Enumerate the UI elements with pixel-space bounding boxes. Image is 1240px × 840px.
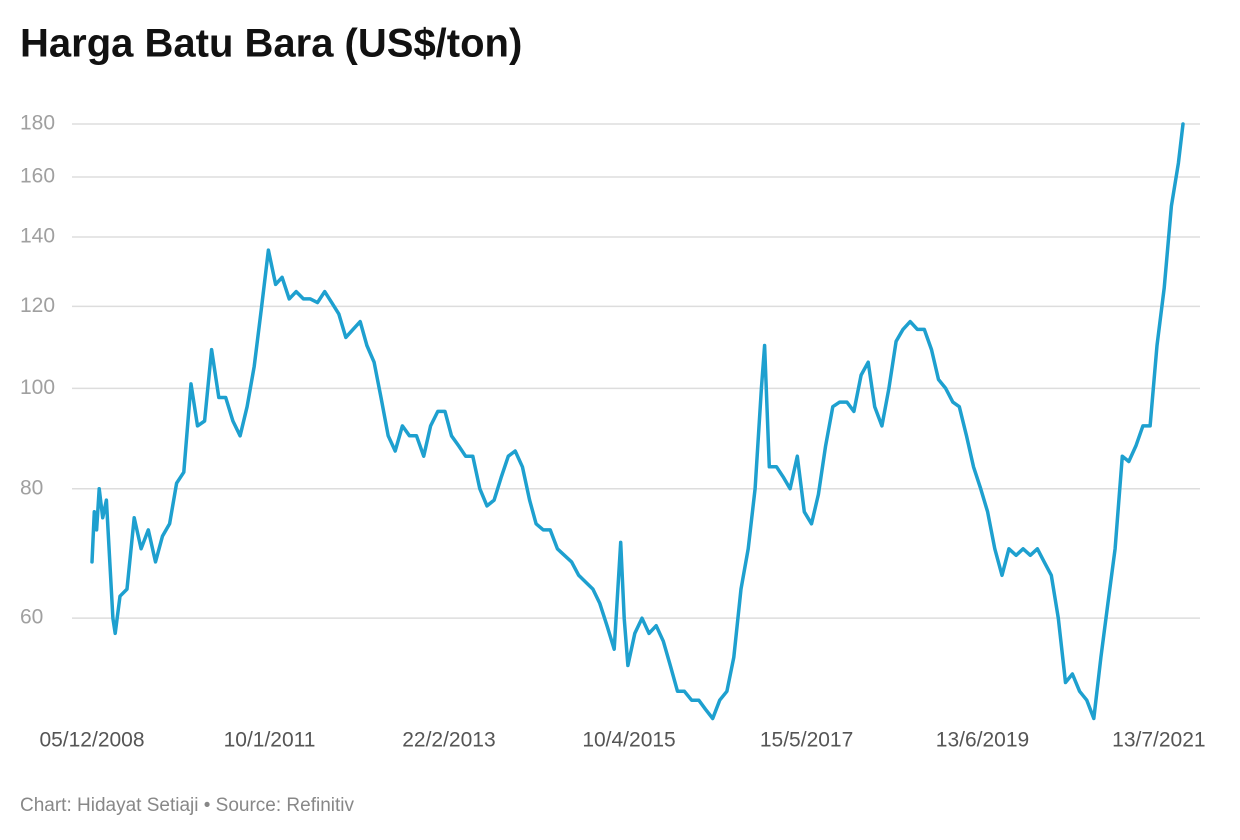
x-tick-label: 10/4/2015 bbox=[582, 729, 675, 752]
y-tick-label: 140 bbox=[20, 225, 55, 248]
chart-title: Harga Batu Bara (US$/ton) bbox=[20, 22, 522, 66]
y-tick-label: 60 bbox=[20, 606, 43, 629]
y-tick-label: 120 bbox=[20, 294, 55, 317]
x-tick-label: 10/1/2011 bbox=[224, 729, 316, 752]
x-tick-label: 13/6/2019 bbox=[936, 729, 1029, 752]
source-note: Chart: Hidayat Setiaji • Source: Refinit… bbox=[20, 795, 355, 816]
x-tick-label: 22/2/2013 bbox=[402, 729, 495, 752]
price-line bbox=[90, 122, 1185, 721]
y-tick-label: 180 bbox=[20, 112, 55, 135]
x-tick-label: 13/7/2021 bbox=[1112, 729, 1205, 752]
y-tick-label: 100 bbox=[20, 376, 55, 399]
x-tick-label: 15/5/2017 bbox=[760, 729, 853, 752]
y-tick-label: 80 bbox=[20, 476, 43, 499]
y-tick-label: 160 bbox=[20, 164, 55, 187]
x-tick-label: 05/12/2008 bbox=[39, 729, 144, 752]
